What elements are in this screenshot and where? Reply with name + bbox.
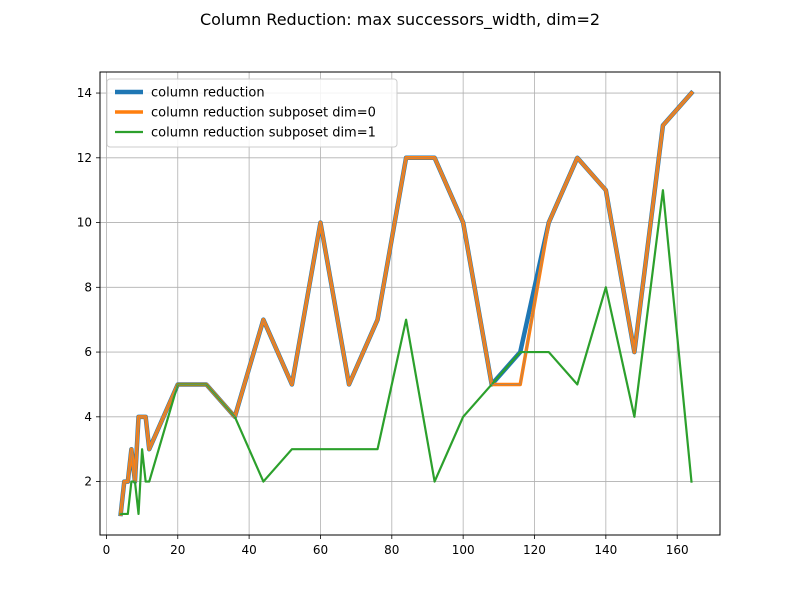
legend-label: column reduction subposet dim=0 bbox=[151, 106, 376, 121]
x-tick-label: 0 bbox=[103, 543, 111, 557]
series-outline bbox=[120, 92, 692, 515]
x-tick-label: 80 bbox=[384, 543, 399, 557]
series-line-2 bbox=[119, 189, 693, 516]
legend: column reduction column reduction subpose… bbox=[106, 78, 398, 148]
y-tick-label: 8 bbox=[84, 280, 92, 294]
axis-ticks: 0 20 40 60 80 100 120 140 160 2 4 6 8 10 12 14 bbox=[77, 86, 689, 557]
y-tick-label: 12 bbox=[77, 151, 92, 165]
x-tick-label: 100 bbox=[452, 543, 475, 557]
x-tick-label: 120 bbox=[523, 543, 546, 557]
grid bbox=[100, 72, 720, 535]
y-tick-label: 14 bbox=[77, 86, 92, 100]
x-tick-label: 40 bbox=[241, 543, 256, 557]
x-tick-label: 140 bbox=[594, 543, 617, 557]
y-tick-label: 4 bbox=[84, 410, 92, 424]
x-tick-label: 60 bbox=[313, 543, 328, 557]
x-tick-label: 20 bbox=[170, 543, 185, 557]
series-lines bbox=[118, 89, 695, 517]
y-tick-label: 6 bbox=[84, 345, 92, 359]
chart-title: Column Reduction: max successors_width, … bbox=[199, 10, 601, 29]
y-tick-label: 10 bbox=[77, 216, 92, 230]
legend-box bbox=[106, 78, 398, 148]
plot-frame bbox=[99, 71, 721, 536]
y-tick-label: 2 bbox=[84, 475, 92, 489]
x-tick-label: 160 bbox=[666, 543, 689, 557]
legend-label: column reduction subposet dim=1 bbox=[151, 126, 376, 141]
legend-label: column reduction bbox=[151, 86, 265, 101]
